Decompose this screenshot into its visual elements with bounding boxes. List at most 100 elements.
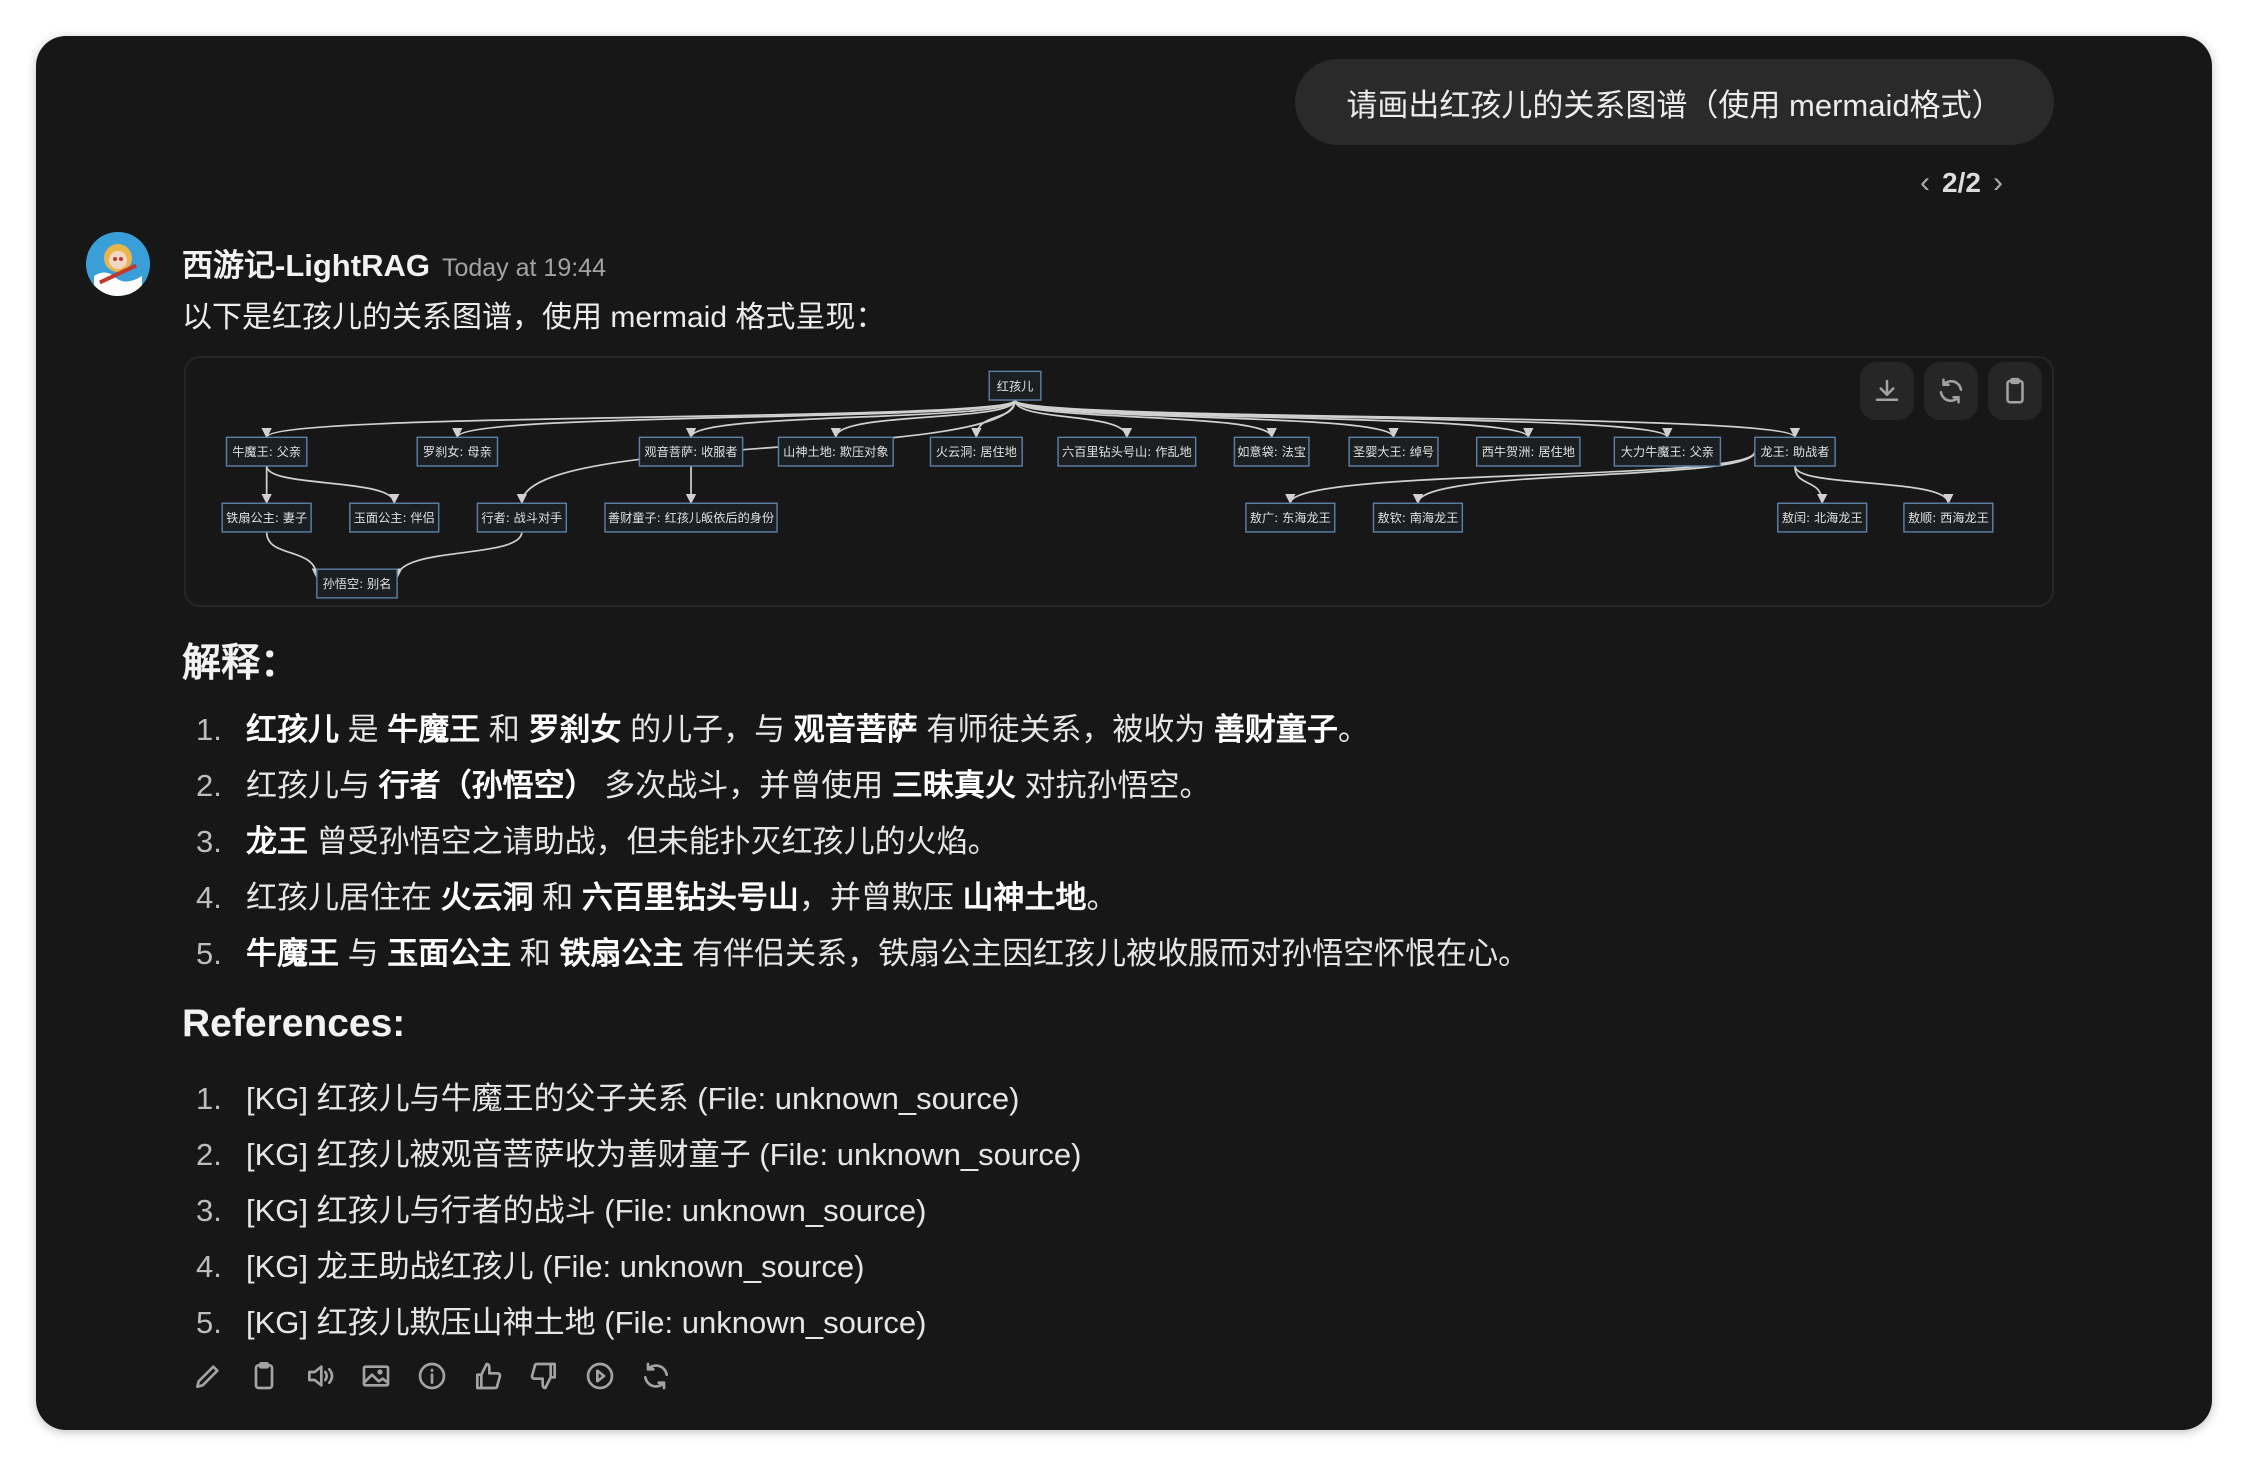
- text-segment: 。: [1086, 880, 1118, 915]
- diagram-node: 山神土地: 欺压对象: [777, 436, 894, 467]
- diagram-edge: [392, 531, 523, 579]
- image-icon: [362, 1365, 390, 1387]
- reference-item: 4. [KG] 龙王助战红孩儿 (File: unknown_source): [196, 1241, 864, 1286]
- clipboard-icon: [2006, 377, 2024, 404]
- regenerate-icon: [644, 1362, 668, 1390]
- diagram-node: 西牛贺洲: 居住地: [1475, 436, 1581, 467]
- node-box: [1348, 436, 1439, 467]
- edit-button[interactable]: [190, 1358, 226, 1394]
- reference-text: [KG] 红孩儿与行者的战斗 (File: unknown_source): [246, 1193, 927, 1228]
- download-icon: [1875, 379, 1899, 401]
- diagram-edge: [1794, 465, 1954, 505]
- text-segment: 和: [533, 880, 582, 915]
- copy-button[interactable]: [246, 1358, 282, 1394]
- mermaid-diagram-container: [184, 356, 2054, 607]
- node-label: 红孩儿: [997, 378, 1034, 393]
- text-segment: 和: [480, 712, 529, 747]
- node-label: 敖广: 东海龙王: [1250, 510, 1331, 525]
- diagram-node: 铁扇公主: 妻子: [221, 502, 312, 533]
- bold-term: 铁扇公主: [559, 936, 684, 971]
- message-actions: [190, 1358, 674, 1394]
- bold-term: 罗刹女: [528, 712, 622, 747]
- text-segment: 多次战斗，并曾使用: [595, 768, 892, 803]
- thumbs-up-icon: [476, 1362, 502, 1390]
- text-segment: 红孩儿与: [246, 768, 379, 803]
- thumbs-up-button[interactable]: [470, 1358, 506, 1394]
- list-number: 1.: [196, 1081, 222, 1116]
- pager-count: 2/2: [1942, 167, 1981, 198]
- text-segment: 有伴侣关系，铁扇公主因红孩儿被收服而对孙悟空怀恨在心。: [683, 936, 1530, 971]
- list-number: 5.: [196, 936, 222, 971]
- edit-icon: [196, 1365, 219, 1388]
- avatar: [86, 232, 150, 296]
- node-label: 行者: 战斗对手: [481, 511, 562, 525]
- assistant-intro: 以下是红孩儿的关系图谱，使用 mermaid 格式呈现：: [182, 301, 886, 334]
- node-label: 敖闰: 北海龙王: [1782, 510, 1863, 525]
- diagram-node: 敖广: 东海龙王: [1245, 502, 1336, 533]
- reference-text: [KG] 龙王助战红孩儿 (File: unknown_source): [246, 1249, 865, 1284]
- text-segment: 与: [339, 936, 388, 971]
- text-segment: 的儿子，与: [621, 712, 794, 747]
- rerender-diagram-button[interactable]: [1924, 362, 1978, 420]
- list-number: 3.: [196, 1193, 222, 1228]
- download-diagram-button[interactable]: [1860, 362, 1914, 420]
- node-box: [988, 370, 1042, 401]
- list-number: 1.: [196, 712, 222, 747]
- assistant-name: 西游记-LightRAG: [182, 248, 430, 283]
- list-number: 5.: [196, 1305, 222, 1340]
- node-box: [1903, 502, 1994, 533]
- bold-term: 行者（孙悟空）: [378, 768, 596, 803]
- bold-term: 牛魔王: [246, 936, 339, 971]
- list-number: 3.: [196, 824, 222, 859]
- refresh-icon: [1939, 378, 1963, 404]
- assistant-header: 西游记-LightRAG Today at 19:44: [182, 240, 606, 285]
- diagram-edge: [830, 399, 1016, 439]
- regenerate-button[interactable]: [638, 1358, 674, 1394]
- diagram-toolbar: [1860, 362, 2042, 420]
- node-box: [929, 436, 1023, 467]
- copy-diagram-button[interactable]: [1988, 362, 2042, 420]
- chevron-left-icon[interactable]: ‹: [1920, 166, 1930, 199]
- diagram-node: 善财童子: 红孩儿皈依后的身份: [604, 502, 778, 533]
- info-button[interactable]: [414, 1358, 450, 1394]
- node-box: [476, 502, 568, 533]
- user-message-bubble: 请画出红孩儿的关系图谱（使用 mermaid格式）: [1295, 59, 2054, 145]
- node-box: [1233, 436, 1310, 467]
- reference-item: 3. [KG] 红孩儿与行者的战斗 (File: unknown_source): [196, 1185, 926, 1230]
- node-label: 孙悟空: 别名: [323, 576, 392, 591]
- diagram-node: 敖钦: 南海龙王: [1372, 502, 1464, 533]
- diagram-node: 大力牛魔王: 父亲: [1613, 436, 1722, 467]
- reference-item: 5. [KG] 红孩儿欺压山神土地 (File: unknown_source): [196, 1297, 926, 1342]
- chevron-right-icon[interactable]: ›: [1992, 166, 2003, 199]
- explanation-item: 1. 红孩儿 是 牛魔王 和 罗刹女 的儿子，与 观音菩萨 有师徒关系，被收为 善…: [196, 704, 1369, 749]
- reference-text: [KG] 红孩儿欺压山神土地 (File: unknown_source): [246, 1305, 927, 1340]
- list-number: 2.: [196, 1137, 222, 1172]
- explanation-item: 2. 红孩儿与 行者（孙悟空） 多次战斗，并曾使用 三昧真火 对抗孙悟空。: [196, 760, 1210, 805]
- node-label: 圣婴大王: 绰号: [1353, 445, 1434, 459]
- thumbs-down-button[interactable]: [526, 1358, 562, 1394]
- node-label: 观音菩萨: 收服者: [644, 444, 737, 459]
- list-number: 2.: [196, 768, 222, 803]
- node-box: [221, 502, 312, 533]
- text-segment: 有师徒关系，被收为: [917, 712, 1214, 747]
- node-label: 大力牛魔王: 父亲: [1621, 444, 1714, 459]
- diagram-node: 罗刹女: 母亲: [416, 436, 499, 467]
- diagram-edge: [1014, 399, 1132, 439]
- diagram-edge: [261, 399, 1016, 439]
- diagram-edge: [1014, 399, 1399, 439]
- diagram-node: 敖闰: 北海龙王: [1777, 502, 1868, 533]
- diagram-edge: [1014, 399, 1277, 439]
- diagram-edge: [516, 399, 1016, 505]
- copy-icon: [254, 1362, 274, 1390]
- read-aloud-button[interactable]: [302, 1358, 338, 1394]
- node-box: [1245, 502, 1336, 533]
- node-box: [1613, 436, 1722, 467]
- bold-term: 龙王: [246, 824, 308, 859]
- generate-image-button[interactable]: [358, 1358, 394, 1394]
- diagram-node: 观音菩萨: 收服者: [638, 436, 744, 467]
- text-segment: 红孩儿居住在: [246, 880, 441, 915]
- diagram-edge: [265, 465, 400, 505]
- bold-term: 善财童子: [1213, 712, 1338, 747]
- continue-button[interactable]: [582, 1358, 618, 1394]
- text-segment: ，并曾欺压: [798, 880, 963, 915]
